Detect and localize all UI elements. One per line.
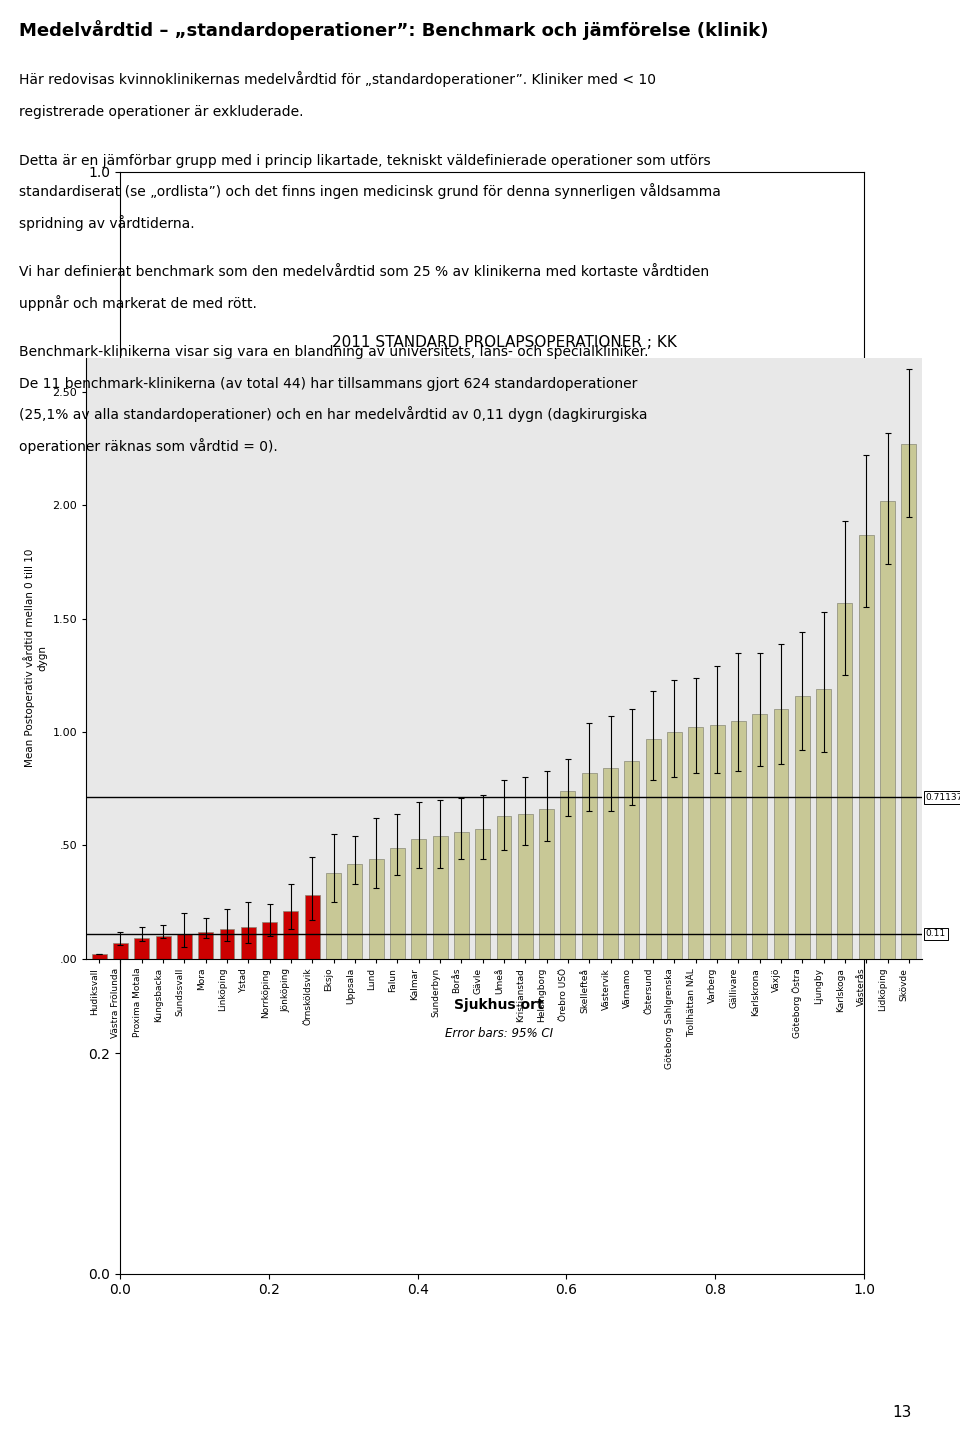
Bar: [241, 927, 255, 959]
Bar: [433, 836, 447, 959]
Bar: [177, 934, 192, 959]
Bar: [92, 954, 107, 959]
Bar: [561, 791, 575, 959]
Text: standardiserat (se „ordlista”) och det finns ingen medicinsk grund för denna syn: standardiserat (se „ordlista”) och det f…: [19, 183, 721, 199]
Bar: [901, 444, 916, 959]
Text: Error bars: 95% CI: Error bars: 95% CI: [445, 1027, 553, 1040]
Text: registrerade operationer är exkluderade.: registrerade operationer är exkluderade.: [19, 104, 303, 119]
Bar: [816, 688, 831, 959]
Bar: [624, 761, 639, 959]
Bar: [134, 939, 149, 959]
Bar: [709, 726, 725, 959]
Bar: [369, 859, 384, 959]
Text: Här redovisas kvinnoklinikernas medelvårdtid för „standardoperationer”. Kliniker: Här redovisas kvinnoklinikernas medelvår…: [19, 72, 657, 87]
Bar: [199, 932, 213, 959]
Bar: [517, 814, 533, 959]
Bar: [540, 809, 554, 959]
Bar: [753, 714, 767, 959]
Text: Sjukhus ort: Sjukhus ort: [454, 997, 544, 1012]
Bar: [795, 695, 809, 959]
Bar: [326, 873, 341, 959]
Text: (25,1% av alla standardoperationer) och en har medelvårdtid av 0,11 dygn (dagkir: (25,1% av alla standardoperationer) och …: [19, 406, 648, 422]
Text: spridning av vårdtiderna.: spridning av vårdtiderna.: [19, 215, 195, 230]
Bar: [774, 710, 788, 959]
Bar: [113, 943, 128, 959]
Bar: [731, 721, 746, 959]
Bar: [646, 738, 660, 959]
Bar: [156, 936, 171, 959]
Bar: [496, 816, 512, 959]
Text: 13: 13: [893, 1405, 912, 1420]
Bar: [688, 727, 704, 959]
Bar: [475, 830, 491, 959]
Y-axis label: Mean Postoperativ vårdtid mellan 0 till 10
dygn: Mean Postoperativ vårdtid mellan 0 till …: [24, 550, 47, 767]
Text: Vi har definierat benchmark som den medelvårdtid som 25 % av klinikerna med kort: Vi har definierat benchmark som den mede…: [19, 265, 709, 279]
Text: 0.11: 0.11: [925, 929, 946, 939]
Bar: [582, 773, 597, 959]
Bar: [220, 929, 234, 959]
Title: 2011 STANDARD PROLAPSOPERATIONER ; KK: 2011 STANDARD PROLAPSOPERATIONER ; KK: [331, 335, 677, 349]
Bar: [304, 896, 320, 959]
Bar: [880, 501, 895, 959]
Bar: [348, 863, 362, 959]
Bar: [603, 768, 618, 959]
Text: operationer räknas som vårdtid = 0).: operationer räknas som vårdtid = 0).: [19, 438, 278, 454]
Text: De 11 benchmark-klinikerna (av total 44) har tillsammans gjort 624 standardopera: De 11 benchmark-klinikerna (av total 44)…: [19, 376, 637, 391]
Text: 0.71137528624357: 0.71137528624357: [925, 793, 960, 801]
Text: uppnår och markerat de med rött.: uppnår och markerat de med rött.: [19, 295, 257, 311]
Bar: [859, 535, 874, 959]
Bar: [667, 733, 682, 959]
Text: Benchmark-klinikerna visar sig vara en blandning av universitets, läns- och spec: Benchmark-klinikerna visar sig vara en b…: [19, 345, 649, 359]
Bar: [262, 923, 277, 959]
Bar: [454, 831, 468, 959]
Bar: [837, 602, 852, 959]
Text: Medelvårdtid – „standardoperationer”: Benchmark och jämförelse (klinik): Medelvårdtid – „standardoperationer”: Be…: [19, 20, 769, 40]
Bar: [411, 839, 426, 959]
Bar: [390, 847, 405, 959]
Bar: [283, 912, 299, 959]
Text: Detta är en jämförbar grupp med i princip likartade, tekniskt väldefinierade ope: Detta är en jämförbar grupp med i princi…: [19, 153, 710, 167]
